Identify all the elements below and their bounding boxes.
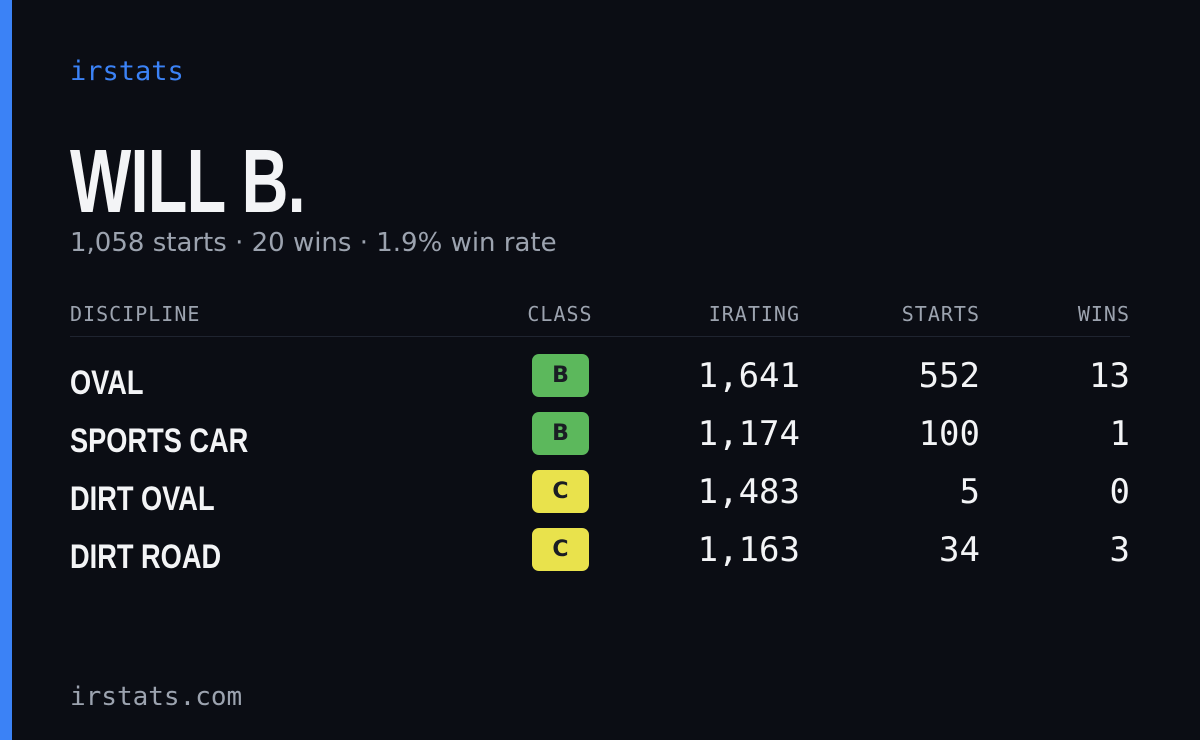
class-badge: C (532, 470, 589, 513)
column-header: STARTS (901, 302, 980, 326)
discipline: DIRT ROAD (70, 538, 222, 576)
stat-value: 0 (1109, 472, 1130, 512)
column-header: DISCIPLINE (70, 302, 201, 326)
column-header: WINS (1077, 302, 1130, 326)
footer: irstats.com (70, 682, 243, 712)
stat-value: 100 (918, 414, 980, 454)
column-header: CLASS (527, 302, 593, 326)
brand: irstats (70, 56, 184, 87)
stat-value: 1,163 (697, 530, 800, 570)
discipline: SPORTS CAR (70, 422, 249, 460)
stat-value: 1,483 (697, 472, 800, 512)
stat-value: 552 (918, 356, 980, 396)
stat-value: 13 (1089, 356, 1130, 396)
stat-value: 1,641 (697, 356, 800, 396)
discipline: OVAL (70, 364, 144, 402)
discipline: DIRT OVAL (70, 480, 215, 518)
column-header: IRATING (708, 302, 800, 326)
accent-bar (0, 0, 12, 740)
stat-value: 3 (1109, 530, 1130, 570)
stat-value: 1,174 (697, 414, 800, 454)
summary: 1,058 starts · 20 wins · 1.9% win rate (70, 228, 557, 258)
class-badge: B (532, 412, 589, 455)
class-badge: B (532, 354, 589, 397)
header-rule (70, 336, 1130, 337)
driver-name: WILL B. (70, 132, 306, 232)
class-badge: C (532, 528, 589, 571)
stat-value: 34 (939, 530, 980, 570)
stat-value: 1 (1109, 414, 1130, 454)
stat-value: 5 (959, 472, 980, 512)
